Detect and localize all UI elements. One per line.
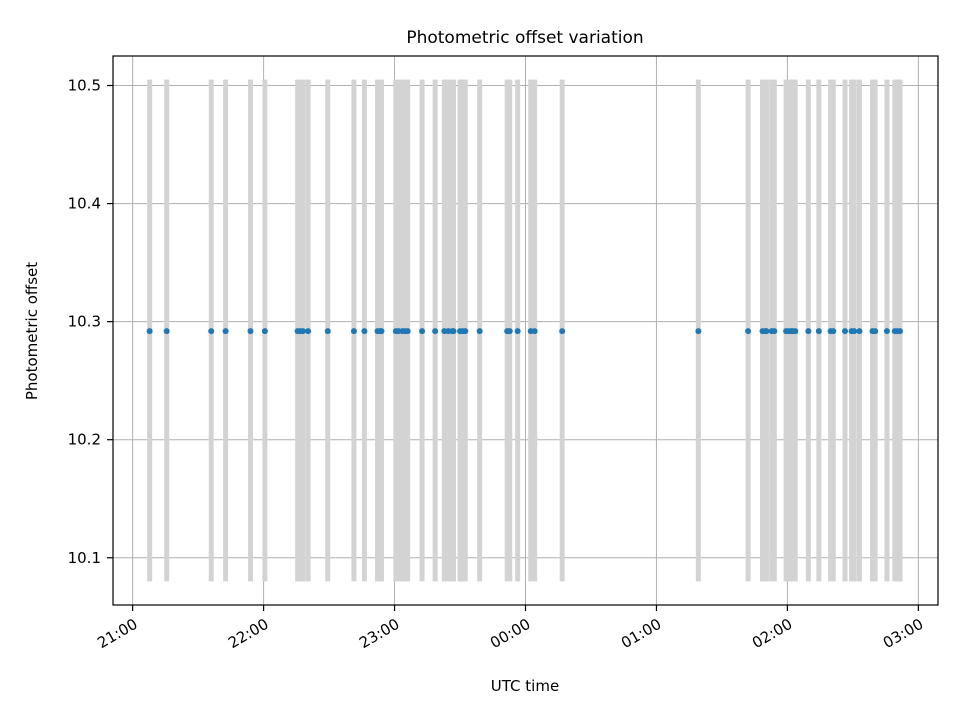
y-tick-label: 10.2	[68, 431, 101, 449]
data-point	[299, 328, 306, 335]
y-axis-label: Photometric offset	[23, 262, 41, 400]
data-point	[531, 328, 538, 335]
data-point	[163, 328, 170, 335]
y-tick-label: 10.1	[68, 549, 101, 567]
y-tick-label: 10.4	[68, 195, 101, 213]
chart-title: Photometric offset variation	[406, 28, 643, 48]
data-point	[745, 328, 752, 335]
data-point	[815, 328, 822, 335]
data-point	[506, 328, 513, 335]
data-point	[361, 328, 368, 335]
data-point	[208, 328, 215, 335]
data-point	[305, 328, 312, 335]
y-axis: 10.1 10.2 10.3 10.4 10.5	[68, 77, 113, 567]
data-point	[419, 328, 426, 335]
data-point	[897, 328, 904, 335]
y-tick-label: 10.5	[68, 77, 101, 95]
data-points	[146, 328, 904, 335]
data-point	[350, 328, 357, 335]
data-point	[462, 328, 469, 335]
data-point	[830, 328, 837, 335]
data-point	[450, 328, 457, 335]
data-point	[247, 328, 254, 335]
data-point	[559, 328, 566, 335]
data-point	[146, 328, 153, 335]
y-tick-label: 10.3	[68, 313, 101, 331]
data-point	[851, 328, 858, 335]
data-point	[792, 328, 799, 335]
data-point	[771, 328, 778, 335]
data-point	[872, 328, 879, 335]
data-point	[514, 328, 521, 335]
x-axis-label: UTC time	[491, 677, 559, 695]
data-point	[695, 328, 702, 335]
data-point	[763, 328, 770, 335]
data-point	[883, 328, 890, 335]
data-point	[378, 328, 385, 335]
data-point	[261, 328, 268, 335]
data-point	[856, 328, 863, 335]
data-point	[805, 328, 812, 335]
data-point	[432, 328, 439, 335]
data-point	[842, 328, 849, 335]
data-point	[476, 328, 483, 335]
data-point	[404, 328, 411, 335]
data-point	[324, 328, 331, 335]
data-point	[222, 328, 229, 335]
